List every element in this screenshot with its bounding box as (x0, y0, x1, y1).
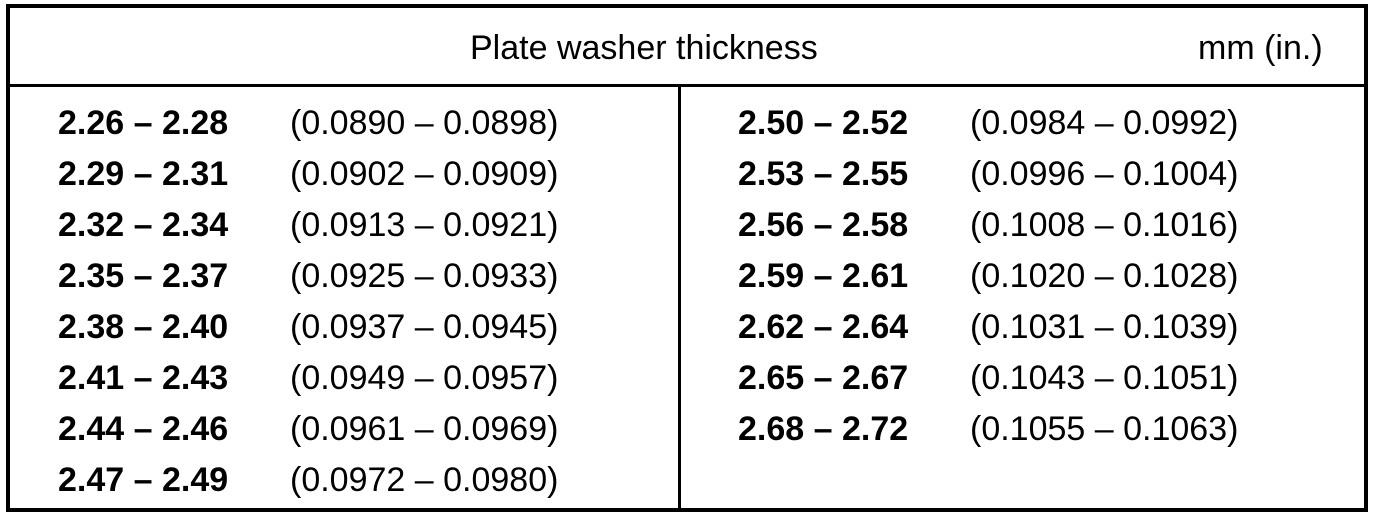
thickness-in: (0.0937 – 0.0945) (290, 308, 559, 346)
thickness-in: (0.1055 – 0.1063) (970, 410, 1239, 448)
thickness-mm: 2.26 – 2.28 (58, 104, 229, 142)
table-frame: Plate washer thickness mm (in.) 2.26 – 2… (6, 4, 1368, 512)
thickness-in: (0.0996 – 0.1004) (970, 155, 1239, 193)
thickness-mm: 2.50 – 2.52 (738, 104, 909, 142)
thickness-mm: 2.59 – 2.61 (738, 257, 909, 295)
thickness-in: (0.0984 – 0.0992) (970, 104, 1239, 142)
thickness-mm: 2.47 – 2.49 (58, 461, 229, 499)
thickness-mm: 2.68 – 2.72 (738, 410, 909, 448)
thickness-in: (0.0890 – 0.0898) (290, 104, 559, 142)
thickness-mm: 2.35 – 2.37 (58, 257, 229, 295)
thickness-in: (0.0949 – 0.0957) (290, 359, 559, 397)
thickness-in: (0.1031 – 0.1039) (970, 308, 1239, 346)
thickness-in: (0.0913 – 0.0921) (290, 206, 559, 244)
thickness-mm: 2.38 – 2.40 (58, 308, 229, 346)
thickness-in: (0.0902 – 0.0909) (290, 155, 559, 193)
thickness-in: (0.0972 – 0.0980) (290, 461, 559, 499)
table-title: Plate washer thickness (470, 29, 818, 67)
thickness-mm: 2.65 – 2.67 (738, 359, 909, 397)
thickness-mm: 2.32 – 2.34 (58, 206, 229, 244)
column-divider (678, 87, 681, 508)
thickness-in: (0.1020 – 0.1028) (970, 257, 1239, 295)
thickness-mm: 2.53 – 2.55 (738, 155, 909, 193)
thickness-mm: 2.56 – 2.58 (738, 206, 909, 244)
thickness-mm: 2.29 – 2.31 (58, 155, 229, 193)
header-rule (10, 84, 1364, 87)
thickness-mm: 2.44 – 2.46 (58, 410, 229, 448)
thickness-in: (0.0961 – 0.0969) (290, 410, 559, 448)
thickness-in: (0.1043 – 0.1051) (970, 359, 1239, 397)
thickness-in: (0.1008 – 0.1016) (970, 206, 1239, 244)
thickness-mm: 2.62 – 2.64 (738, 308, 909, 346)
thickness-in: (0.0925 – 0.0933) (290, 257, 559, 295)
thickness-mm: 2.41 – 2.43 (58, 359, 229, 397)
unit-label: mm (in.) (1198, 29, 1323, 67)
